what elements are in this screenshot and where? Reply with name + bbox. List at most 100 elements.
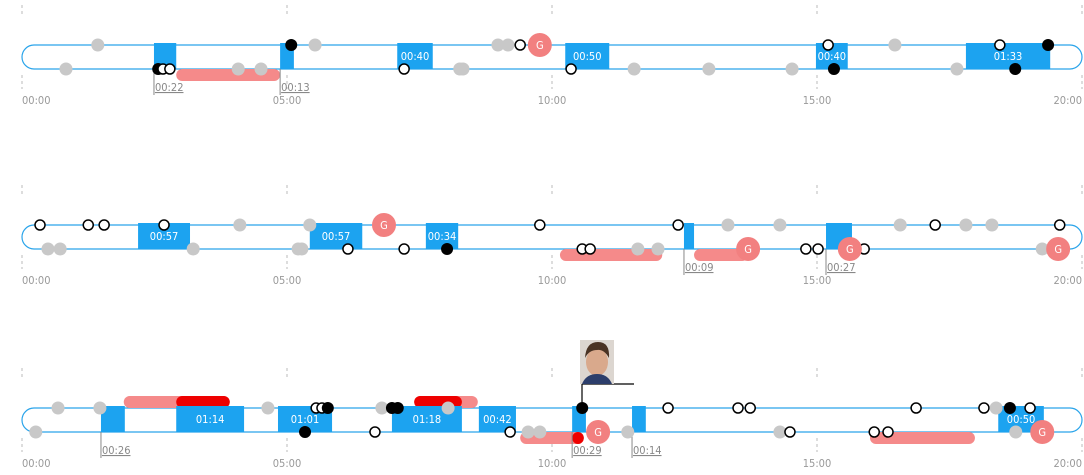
event-dot bbox=[576, 402, 589, 414]
event-dot bbox=[491, 38, 505, 52]
event-dot bbox=[98, 219, 110, 231]
event-dot bbox=[672, 219, 684, 231]
event-dot bbox=[812, 243, 824, 255]
block-label: 00:34 bbox=[428, 230, 457, 243]
event-dot bbox=[51, 401, 65, 415]
event-dot bbox=[1042, 39, 1055, 51]
goal-label: G bbox=[744, 243, 752, 256]
event-dot bbox=[662, 402, 674, 414]
event-dot bbox=[910, 402, 922, 414]
goal-marker bbox=[527, 33, 552, 57]
activity-block bbox=[153, 43, 177, 69]
x-tick-label: 10:00 bbox=[538, 94, 567, 107]
event-dot bbox=[369, 426, 381, 438]
avatar bbox=[580, 340, 634, 402]
block-label: 00:40 bbox=[401, 50, 430, 63]
event-dot bbox=[584, 243, 596, 255]
event-dot bbox=[285, 39, 298, 51]
block-label: 00:42 bbox=[483, 413, 512, 426]
event-dot bbox=[233, 218, 247, 232]
event-dot bbox=[882, 426, 894, 438]
event-bar bbox=[559, 249, 663, 261]
event-dot bbox=[186, 242, 200, 256]
goal-label: G bbox=[1038, 426, 1046, 439]
activity-block bbox=[176, 406, 245, 432]
block-label: 00:40 bbox=[818, 50, 847, 63]
block-label: 01:14 bbox=[196, 413, 225, 426]
event-dot bbox=[398, 63, 410, 75]
event-dot bbox=[785, 62, 799, 76]
callout-label: 00:27 bbox=[827, 261, 856, 274]
x-tick-label: 15:00 bbox=[803, 274, 832, 287]
event-dot bbox=[93, 401, 107, 415]
event-bar bbox=[572, 432, 584, 444]
event-dot bbox=[702, 62, 716, 76]
event-dot bbox=[978, 402, 990, 414]
block-label: 01:33 bbox=[994, 50, 1023, 63]
event-dot bbox=[514, 39, 526, 51]
event-dot bbox=[827, 63, 840, 75]
event-dot bbox=[441, 243, 454, 255]
event-dot bbox=[342, 243, 354, 255]
activity-block bbox=[100, 406, 125, 432]
event-dot bbox=[261, 401, 275, 415]
event-dot bbox=[994, 39, 1006, 51]
event-dot bbox=[800, 243, 812, 255]
goal-marker bbox=[371, 213, 396, 237]
callout-label: 00:14 bbox=[633, 444, 662, 457]
goal-label: G bbox=[536, 39, 544, 52]
x-tick-label: 15:00 bbox=[803, 94, 832, 107]
event-dot bbox=[985, 218, 999, 232]
event-dot bbox=[91, 38, 105, 52]
goal-marker bbox=[1030, 420, 1055, 444]
event-bar bbox=[870, 432, 975, 444]
event-dot bbox=[303, 218, 317, 232]
event-dot bbox=[398, 243, 410, 255]
event-dot bbox=[1003, 402, 1016, 414]
goal-marker bbox=[736, 237, 761, 261]
callout-label: 00:09 bbox=[685, 261, 714, 274]
event-dot bbox=[34, 219, 46, 231]
event-dot bbox=[1009, 425, 1023, 439]
event-dot bbox=[82, 219, 94, 231]
event-dot bbox=[158, 219, 170, 231]
event-bar bbox=[694, 249, 749, 261]
event-dot bbox=[627, 62, 641, 76]
x-tick-label: 00:00 bbox=[22, 457, 51, 470]
x-tick-label: 10:00 bbox=[538, 274, 567, 287]
block-label: 00:57 bbox=[322, 230, 351, 243]
event-dot bbox=[41, 242, 55, 256]
timeline-row: 00:00 05:00 10:00 15:00 20:00 00:22 00:13 00:40… bbox=[21, 5, 1083, 107]
event-dot bbox=[53, 242, 67, 256]
activity-block bbox=[309, 223, 363, 249]
goal-marker bbox=[837, 237, 862, 261]
x-tick-label: 05:00 bbox=[273, 274, 302, 287]
event-dot bbox=[822, 39, 834, 51]
event-dot bbox=[533, 425, 547, 439]
event-dot bbox=[321, 402, 334, 414]
block-label: 00:50 bbox=[573, 50, 602, 63]
event-dot bbox=[651, 242, 665, 256]
activity-block bbox=[965, 43, 1051, 69]
block-label: 01:18 bbox=[413, 413, 442, 426]
callout-label: 00:13 bbox=[281, 81, 310, 94]
x-tick-label: 15:00 bbox=[803, 457, 832, 470]
timeline-row: 00:00 05:00 10:00 15:00 20:00 00:26 01:14 01:01… bbox=[21, 368, 1083, 470]
callout-label: 00:22 bbox=[155, 81, 184, 94]
callout-label: 00:26 bbox=[102, 444, 131, 457]
event-dot bbox=[893, 218, 907, 232]
x-tick-label: 20:00 bbox=[1053, 274, 1082, 287]
callout-label: 00:29 bbox=[573, 444, 602, 457]
block-label: 00:57 bbox=[150, 230, 179, 243]
x-tick-label: 00:00 bbox=[22, 94, 51, 107]
event-dot bbox=[504, 426, 516, 438]
track bbox=[21, 44, 1083, 70]
goal-marker bbox=[1046, 237, 1071, 261]
event-dot bbox=[1009, 63, 1022, 75]
event-dot bbox=[295, 242, 309, 256]
event-dot bbox=[254, 62, 268, 76]
timeline-row: 00:00 05:00 10:00 15:00 20:00 00:57 00:57 00:34… bbox=[21, 185, 1083, 287]
track bbox=[21, 224, 1083, 250]
event-dot bbox=[501, 38, 515, 52]
event-dot bbox=[950, 62, 964, 76]
